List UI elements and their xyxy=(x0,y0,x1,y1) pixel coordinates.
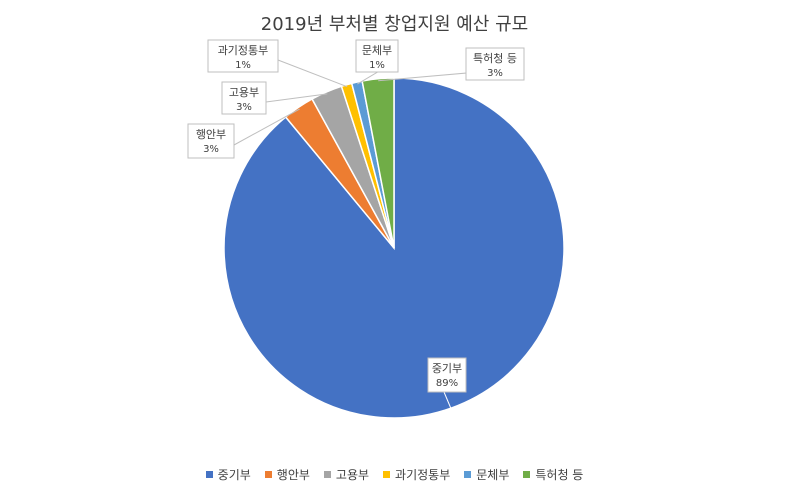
legend-item-0: 중기부 xyxy=(205,466,251,483)
data-label-1: 행안부 3% xyxy=(187,108,300,159)
legend-swatch-4 xyxy=(464,471,472,478)
legend-label-3: 과기정통부 xyxy=(395,468,451,482)
data-label-value-1: 3% xyxy=(203,144,219,155)
data-label-value-3: 1% xyxy=(235,60,251,71)
legend-label-5: 특허청 등 xyxy=(535,468,584,482)
data-label-value-5: 3% xyxy=(487,68,503,79)
leader-line-1 xyxy=(233,108,300,146)
legend-swatch-5 xyxy=(523,471,531,478)
data-label-box-4 xyxy=(355,39,399,73)
legend-label-0: 중기부 xyxy=(217,468,251,482)
legend-item-5: 특허청 등 xyxy=(523,466,583,483)
pie-slice-0 xyxy=(223,77,565,419)
data-label-0: 중기부 89% xyxy=(427,357,467,412)
legend-item-4: 문체부 xyxy=(464,466,509,483)
data-label-3: 과기정통부 1% xyxy=(207,39,348,88)
legend: 중기부 행안부 고용부 과기정통부 문체부 특허청 등 xyxy=(0,466,789,483)
data-label-5: 특허청 등 3% xyxy=(378,47,525,82)
data-label-value-0: 89% xyxy=(436,378,458,389)
chart-title: 2019년 부처별 창업지원 예산 규모 xyxy=(260,14,529,35)
data-label-box-2 xyxy=(221,81,267,115)
data-label-category-3: 과기정통부 xyxy=(218,44,269,57)
data-label-4: 문체부 1% xyxy=(355,39,399,85)
legend-swatch-2 xyxy=(323,471,331,478)
data-label-value-4: 1% xyxy=(369,60,385,71)
legend-label-1: 행안부 xyxy=(276,468,310,482)
legend-item-3: 과기정통부 xyxy=(383,466,450,483)
data-label-box-5 xyxy=(465,47,525,81)
data-label-box-1 xyxy=(187,123,235,159)
leader-line-0 xyxy=(443,391,453,412)
data-label-2: 고용부 3% xyxy=(221,81,328,115)
data-label-value-2: 3% xyxy=(236,102,252,113)
data-label-category-4: 문체부 xyxy=(362,44,392,57)
legend-swatch-1 xyxy=(264,471,272,478)
legend-item-2: 고용부 xyxy=(323,466,370,483)
data-label-category-0: 중기부 xyxy=(432,362,462,375)
legend-item-1: 행안부 xyxy=(264,466,310,483)
legend-label-2: 고용부 xyxy=(335,468,370,482)
leader-line-2 xyxy=(265,93,328,103)
data-label-category-1: 행안부 xyxy=(196,128,226,141)
leader-line-3 xyxy=(277,59,348,88)
data-label-box-3 xyxy=(207,39,279,73)
data-label-category-2: 고용부 xyxy=(229,86,259,99)
data-label-box-0 xyxy=(427,357,467,393)
legend-label-4: 문체부 xyxy=(476,468,510,482)
legend-swatch-3 xyxy=(383,471,391,478)
data-label-category-5: 특허청 등 xyxy=(473,52,517,65)
legend-swatch-0 xyxy=(205,471,213,478)
